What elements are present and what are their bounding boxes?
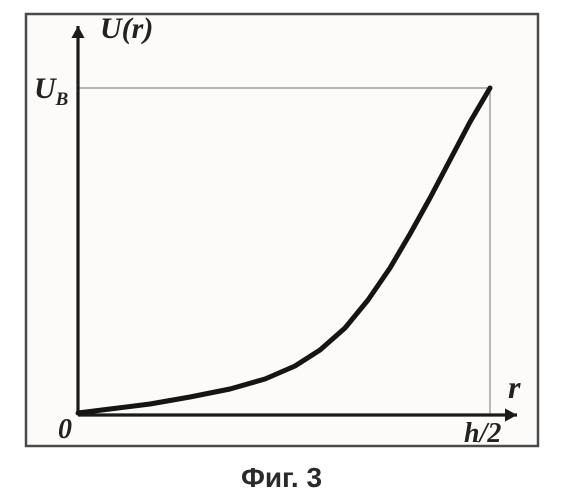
origin-label: 0 (58, 414, 72, 445)
chart-svg: U(r)r0UBh/2 (0, 0, 563, 500)
figure-caption: Фиг. 3 (0, 462, 563, 494)
figure-container: U(r)r0UBh/2 Фиг. 3 (0, 0, 563, 500)
y-axis-label: U(r) (100, 12, 153, 45)
h-over-2-label: h/2 (464, 418, 501, 449)
x-axis-label: r (508, 369, 521, 405)
panel-border (26, 14, 538, 446)
